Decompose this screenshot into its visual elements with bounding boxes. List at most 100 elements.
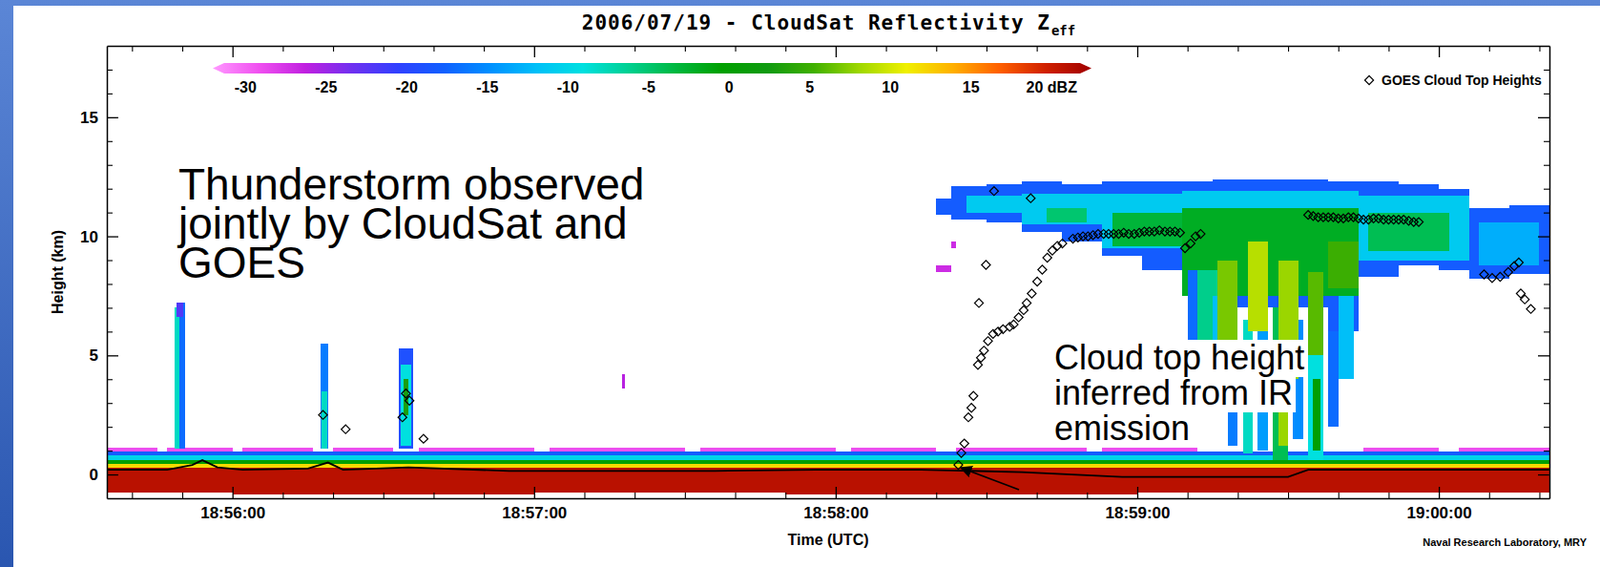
tick [534,45,536,58]
colorbar-tick-label: -5 [642,79,656,96]
minor-tick [1543,331,1550,333]
minor-tick-mark [433,492,435,499]
minor-tick [483,492,485,499]
reflectivity-cell [106,447,158,452]
cloud-top-point [983,336,993,346]
minor-tick [583,492,585,499]
cloud-top-point [1349,212,1358,222]
minor-tick [1543,402,1550,404]
reflectivity-cell [935,198,952,215]
minor-tick-mark [1543,188,1550,190]
reflectivity-cell [1308,343,1324,460]
tick-mark [1537,354,1550,356]
reflectivity-cell [1101,193,1183,249]
cloud-top-point [969,391,978,400]
colorbar-tick-label: 15 [962,79,980,96]
minor-tick [1543,165,1550,167]
minor-tick-mark [1187,492,1189,499]
cloud-top-point [1369,213,1378,223]
tick-mark [1438,45,1440,58]
cloud-top-point [1165,227,1175,236]
cloud-top-point [989,187,998,196]
cloud-top-point [418,434,428,443]
reflectivity-cell [1338,295,1354,379]
cloud-top-point [1135,228,1144,237]
cloud-top-point [1014,312,1023,322]
tick-mark [1438,486,1440,499]
x-axis: 18:56:0018:57:0018:58:0018:59:0019:00:00 [107,486,1551,522]
cloud-top-point [959,438,969,448]
annotation: Thunderstorm observedjointly by CloudSat… [173,159,647,288]
reflectivity-cell [1328,331,1339,427]
y-axis-right [1537,46,1551,499]
axis-line [106,46,109,499]
tick-mark [1137,486,1139,499]
reflectivity-cells [106,179,1550,496]
y-minor-right [1543,69,1550,451]
minor-tick-mark [1543,378,1550,380]
tick-mark [106,354,119,356]
tick [1537,117,1550,119]
minor-tick-mark [886,492,888,499]
cloud-top-point [1479,270,1489,279]
minor-tick [1237,492,1239,499]
reflectivity-cell [332,447,394,452]
series-line [106,459,1550,477]
minor-tick [735,492,737,499]
colorbar-tick-label: 20 dBZ [1026,79,1079,96]
colorbar-tick: 5 [805,73,814,96]
axis-line [107,45,1551,48]
minor-tick-mark [1543,93,1550,95]
annotation: Cloud top heightinferred from IRemission [960,337,1308,490]
cloud-top-point [1409,217,1418,227]
cloud-top-point [974,298,983,308]
tick-label: 15 [80,108,99,127]
colorbar-tick: -10 [557,73,580,96]
minor-tick [332,492,334,499]
minor-tick-mark [1538,492,1540,499]
minor-tick [1543,260,1550,262]
minor-tick [433,492,435,499]
tick: 19:00:00 [1407,486,1473,522]
credit: Naval Research Laboratory, MRY [1422,536,1587,548]
annotation-text: emission [1054,408,1190,448]
tick-mark [1537,117,1550,119]
reflectivity-cell [166,447,232,452]
colorbar-tick: -5 [642,73,656,96]
minor-tick [1086,492,1088,499]
tick-label: 0 [89,465,99,484]
reflectivity-cell [549,447,686,452]
tick-mark [1537,235,1550,237]
minor-tick-mark [383,492,385,499]
reflectivity-cell [242,447,313,452]
tick [1537,474,1550,476]
cloud-top-point [1338,213,1348,223]
reflectivity-cell [1328,241,1359,290]
cloud-top-point [1155,226,1164,235]
cloud-top-point [1038,265,1047,274]
minor-tick [935,492,937,499]
tick [1438,45,1440,58]
minor-tick-mark [1543,426,1550,428]
colorbar-tick-label: 0 [725,79,734,96]
minor-tick [1543,69,1550,71]
cloud-top-point [1496,271,1505,281]
tick-label: 18:56:00 [200,503,266,522]
minor-tick-mark [1543,331,1550,333]
legend-symbol [1364,75,1373,84]
reflectivity-cell [622,374,625,389]
cloud-top-point [1144,227,1154,236]
minor-tick-mark [131,492,133,499]
cloud-top-point [1379,215,1389,225]
y-axis-title: Height (km) [49,229,66,314]
cloud-top-point [1022,298,1032,308]
cloud-top-point [1399,215,1409,225]
minor-tick-mark [1543,259,1550,261]
tick-mark [1137,45,1139,58]
reflectivity-cell [955,447,1087,452]
reflectivity-cell [1112,212,1184,247]
cloud-top-point [1033,276,1042,286]
axis-line [1549,46,1552,499]
minor-tick-mark [1288,492,1289,499]
legend-label: GOES Cloud Top Heights [1381,72,1542,88]
